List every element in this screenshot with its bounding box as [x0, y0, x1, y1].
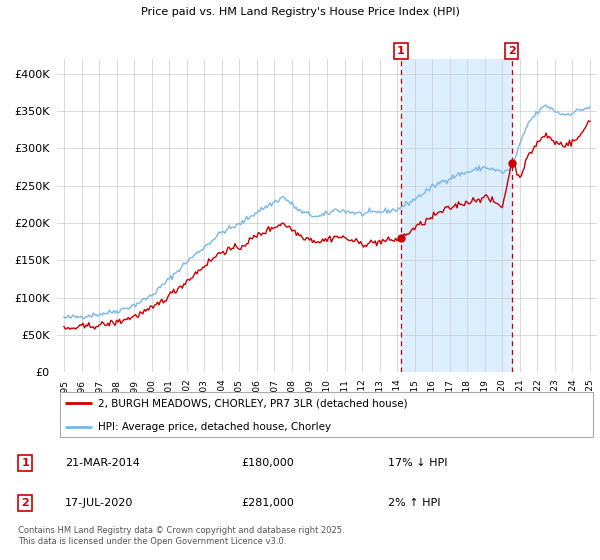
Text: Contains HM Land Registry data © Crown copyright and database right 2025.
This d: Contains HM Land Registry data © Crown c… — [18, 526, 344, 546]
FancyBboxPatch shape — [60, 392, 593, 437]
Text: 1: 1 — [22, 458, 29, 468]
Text: 17% ↓ HPI: 17% ↓ HPI — [388, 458, 448, 468]
Text: £281,000: £281,000 — [241, 498, 294, 508]
Text: Price paid vs. HM Land Registry's House Price Index (HPI): Price paid vs. HM Land Registry's House … — [140, 7, 460, 17]
Text: 2: 2 — [22, 498, 29, 508]
Text: £180,000: £180,000 — [241, 458, 294, 468]
Text: 21-MAR-2014: 21-MAR-2014 — [65, 458, 140, 468]
Text: 17-JUL-2020: 17-JUL-2020 — [65, 498, 133, 508]
Text: 1: 1 — [397, 46, 405, 56]
Text: 2: 2 — [508, 46, 515, 56]
Bar — [401, 59, 512, 372]
Text: 2% ↑ HPI: 2% ↑ HPI — [388, 498, 440, 508]
Text: HPI: Average price, detached house, Chorley: HPI: Average price, detached house, Chor… — [97, 422, 331, 432]
Text: 2, BURGH MEADOWS, CHORLEY, PR7 3LR (detached house): 2, BURGH MEADOWS, CHORLEY, PR7 3LR (deta… — [97, 398, 407, 408]
